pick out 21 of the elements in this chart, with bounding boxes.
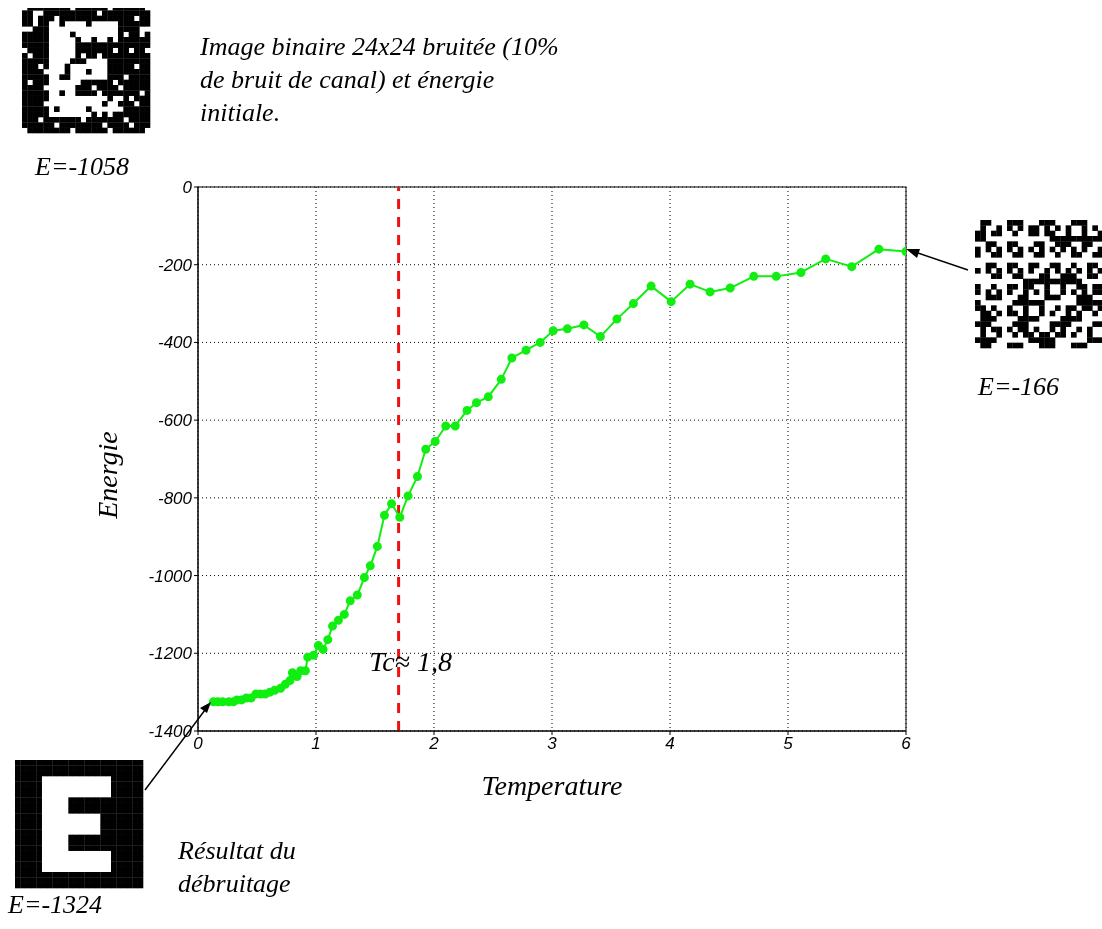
ref-line-label: Tc≈ 1,8 bbox=[369, 646, 452, 678]
text: Image binaire 24x24 bruitée (10% de bruit de canal) et énergie initiale. bbox=[200, 31, 560, 129]
text: E=-1324 bbox=[8, 889, 103, 921]
text: E=-1058 bbox=[35, 151, 130, 183]
y-axis-title: Energie bbox=[92, 430, 124, 521]
y-tick-label: -400 bbox=[157, 333, 193, 353]
x-tick-label: 4 bbox=[665, 734, 675, 754]
text: Résultat du débruitage bbox=[178, 835, 297, 900]
y-tick-label: -200 bbox=[157, 255, 193, 275]
y-tick-label: -1000 bbox=[148, 566, 193, 586]
x-axis-title: Temperature bbox=[480, 770, 624, 802]
y-tick-label: -800 bbox=[157, 488, 193, 508]
y-tick-label: -600 bbox=[157, 411, 193, 431]
x-tick-label: 1 bbox=[311, 734, 321, 754]
y-tick-label: -1200 bbox=[148, 644, 193, 664]
text: E=-166 bbox=[978, 371, 1060, 403]
y-tick-label: 0 bbox=[182, 178, 193, 198]
x-tick-label: 2 bbox=[428, 734, 440, 754]
x-tick-label: 3 bbox=[547, 734, 558, 754]
x-tick-label: 5 bbox=[783, 734, 794, 754]
x-tick-label: 6 bbox=[901, 734, 912, 754]
